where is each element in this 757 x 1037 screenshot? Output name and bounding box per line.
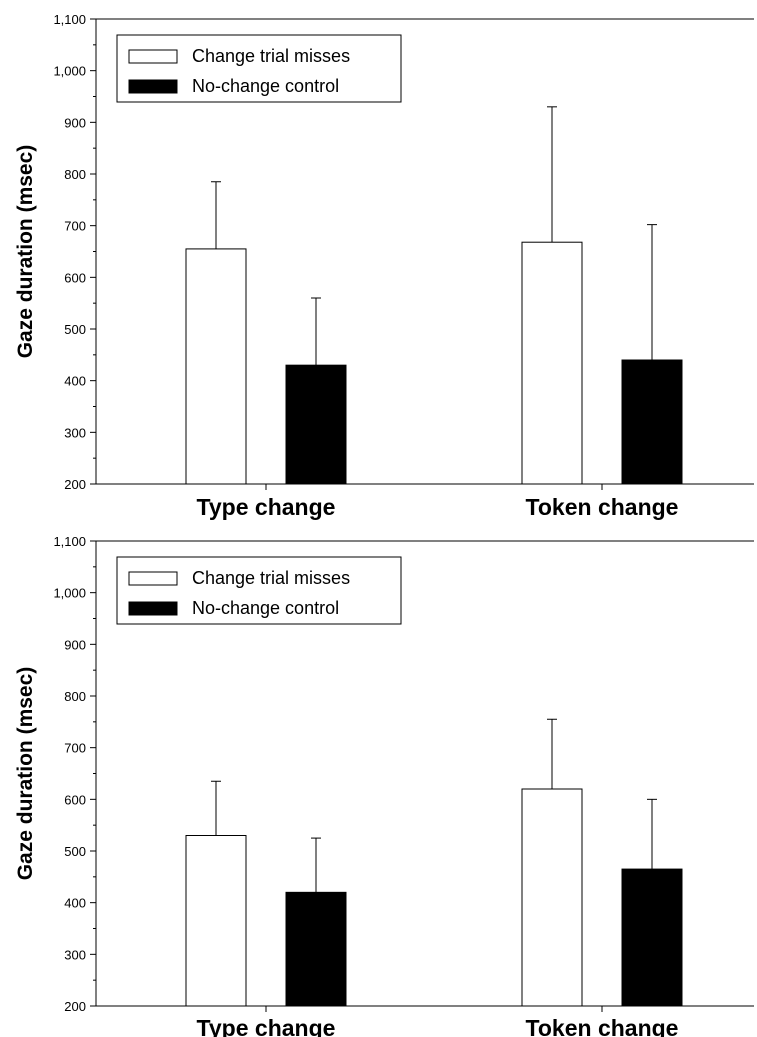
x-category-label: Type change: [197, 1015, 336, 1037]
y-tick-label: 700: [64, 219, 86, 234]
y-tick-label: 400: [64, 374, 86, 389]
y-tick-label: 400: [64, 896, 86, 911]
bar-no-change-control: [285, 891, 347, 1007]
legend-label: No-change control: [192, 76, 339, 96]
legend-swatch: [128, 601, 178, 616]
bar-change-trial-misses: [185, 835, 247, 1007]
legend-swatch: [128, 49, 178, 64]
y-tick-label: 600: [64, 270, 86, 285]
legend-label: Change trial misses: [192, 46, 350, 66]
bar-change-trial-misses: [185, 248, 247, 485]
y-tick-label: 300: [64, 425, 86, 440]
x-category-label: Token change: [526, 494, 679, 520]
y-tick-label: 900: [64, 637, 86, 652]
y-tick-label: 1,000: [53, 586, 86, 601]
legend-label: Change trial misses: [192, 568, 350, 588]
legend-swatch: [128, 571, 178, 586]
y-tick-label: 200: [64, 999, 86, 1014]
chart-panel-1: 200 300 400 500 600 700 800 900 1,000 1,100 Type c…: [14, 12, 754, 520]
y-tick-label: 800: [64, 689, 86, 704]
y-axis-title: Gaze duration (msec): [14, 145, 37, 359]
x-category-label: Type change: [197, 494, 336, 520]
y-tick-label: 1,100: [53, 12, 86, 27]
y-tick-label: 1,100: [53, 534, 86, 549]
y-axis-title: Gaze duration (msec): [14, 667, 37, 881]
bar-no-change-control: [621, 359, 683, 485]
legend-swatch: [128, 79, 178, 94]
y-tick-label: 600: [64, 792, 86, 807]
bar-change-trial-misses: [521, 241, 583, 485]
bar-no-change-control: [285, 364, 347, 485]
bar-no-change-control: [621, 868, 683, 1007]
y-tick-label: 800: [64, 167, 86, 182]
y-tick-label: 900: [64, 115, 86, 130]
y-tick-label: 700: [64, 741, 86, 756]
y-tick-label: 500: [64, 322, 86, 337]
x-category-label: Token change: [526, 1015, 679, 1037]
y-tick-label: 500: [64, 844, 86, 859]
bar-change-trial-misses: [521, 788, 583, 1007]
legend-label: No-change control: [192, 598, 339, 618]
y-tick-label: 200: [64, 477, 86, 492]
y-tick-label: 1,000: [53, 64, 86, 79]
chart-panel-2: 200 300 400 500 600 700 800 900 1,000 1,100 Type c…: [14, 534, 754, 1037]
y-tick-label: 300: [64, 947, 86, 962]
